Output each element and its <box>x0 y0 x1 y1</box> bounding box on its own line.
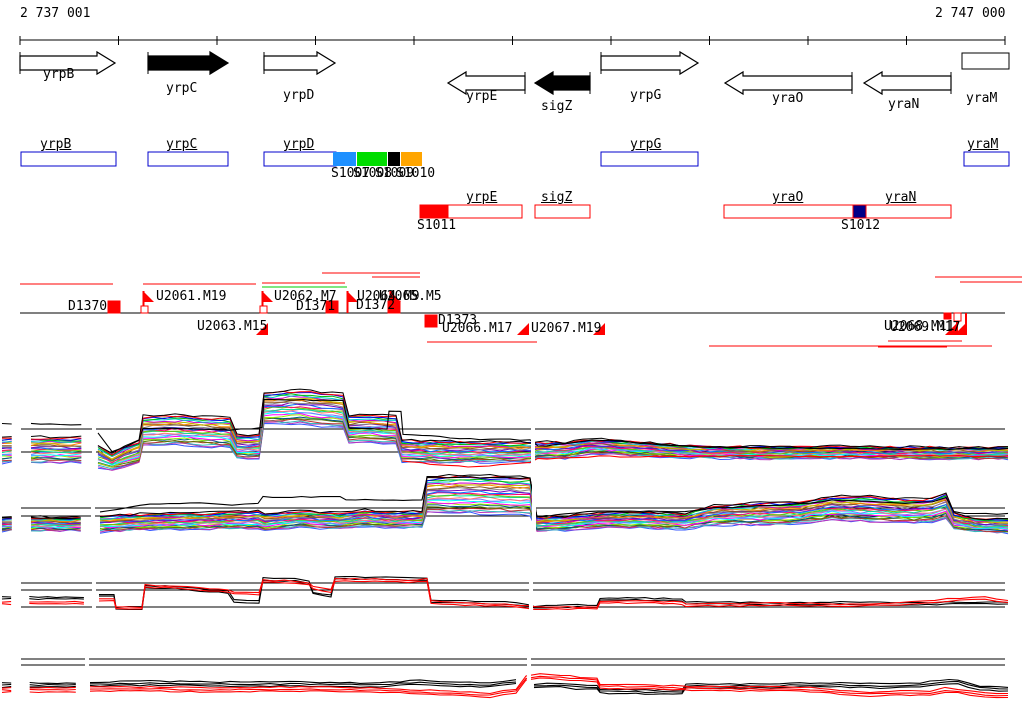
panel-break-gap <box>92 391 96 471</box>
expression-profile-line <box>1 678 1009 692</box>
expression-profile-line <box>1 388 1009 454</box>
panel-break-gap <box>529 573 533 623</box>
gene-box-yraM[interactable] <box>963 151 1010 167</box>
gene-box-yrpG[interactable] <box>600 151 699 167</box>
probe-flag-down-icon <box>593 323 605 335</box>
probe-track <box>20 272 1022 348</box>
probe-flag-up-icon <box>143 291 154 302</box>
probe-flag-down-icon <box>945 323 957 335</box>
gene-box-yrpB[interactable] <box>20 151 117 167</box>
expression-envelope-line <box>401 454 1009 468</box>
panel-all-conditions-rev <box>1 473 1009 544</box>
probe-marker-square <box>953 312 962 322</box>
segment-S1008[interactable] <box>357 152 387 166</box>
probe-marker-square <box>107 300 121 314</box>
segment-S1012[interactable] <box>852 204 867 219</box>
ruler-start-coordinate: 2 737 001 <box>20 6 91 21</box>
expression-profile-line <box>1 580 1009 611</box>
panel-break-gap <box>92 573 96 623</box>
gene-link-yrpe[interactable]: yrpE <box>466 190 498 205</box>
gene-link-yrao[interactable]: yraO <box>772 190 804 205</box>
expression-profile-line <box>1 577 1009 609</box>
probe-flag-down-icon <box>517 323 529 335</box>
gene-box-yraO-yraN[interactable] <box>723 204 952 219</box>
gene-box-yrpC[interactable] <box>147 151 229 167</box>
gene-arrow-yraM[interactable] <box>961 52 1010 70</box>
gene-box-yrpD[interactable] <box>263 151 337 167</box>
segment-S1007[interactable] <box>333 152 356 166</box>
gene-arrow-yrpC[interactable] <box>147 50 230 76</box>
ruler <box>19 36 1006 45</box>
gene-link-sigz[interactable]: sigZ <box>541 190 573 205</box>
gene-link-yrpg[interactable]: yrpG <box>630 137 662 152</box>
ruler-end-coordinate: 2 747 000 <box>935 6 1006 21</box>
expression-envelope-line <box>1 476 1009 520</box>
expression-profile-line <box>1 677 1009 699</box>
gene-arrow-yrpG[interactable] <box>600 50 700 76</box>
expression-envelope-line <box>1 398 1009 453</box>
red-box-track <box>419 204 952 219</box>
panel-break-gap <box>17 573 21 623</box>
panel-break-gap <box>91 473 95 544</box>
blue-box-track <box>20 151 1010 167</box>
probe-marker-square <box>325 300 339 314</box>
gene-link-yrpb[interactable]: yrpB <box>40 137 72 152</box>
probe-marker-square <box>943 312 952 320</box>
gene-link-yrpd[interactable]: yrpD <box>283 137 315 152</box>
gene-box-sigZ[interactable] <box>534 204 591 219</box>
probe-flag-up-icon <box>262 291 273 302</box>
gene-arrow-track <box>19 50 1010 96</box>
probe-base-square <box>140 305 149 314</box>
probe-flag-up-icon <box>390 291 401 302</box>
expression-profile-line <box>1 680 1009 694</box>
probe-marker-square <box>424 314 438 328</box>
panel-all-conditions-fwd <box>1 388 1009 471</box>
probe-base-square <box>259 305 268 314</box>
probe-flag-down-icon <box>954 323 966 335</box>
gene-arrow-yrpD[interactable] <box>263 50 337 76</box>
panel-break-gap <box>531 391 535 471</box>
panel-condition-pair-fwd <box>1 573 1009 623</box>
probe-marker-square <box>387 300 401 314</box>
panel-break-gap <box>17 473 21 544</box>
panel-condition-pair-rev <box>1 651 1009 701</box>
segment-S1010[interactable] <box>401 152 422 166</box>
probe-flag-up-icon <box>347 291 358 302</box>
gene-arrow-yraN[interactable] <box>862 70 952 96</box>
panel-break-gap <box>527 651 531 701</box>
gene-arrow-yraO[interactable] <box>723 70 853 96</box>
expression-profile-line <box>1 675 1009 697</box>
panel-break-gap <box>17 391 21 471</box>
panel-break-gap <box>85 651 89 701</box>
gene-arrow-yrpB[interactable] <box>19 50 117 76</box>
segment-S1009[interactable] <box>388 152 400 166</box>
expression-profile-line <box>1 682 1009 695</box>
probe-flag-down-icon <box>256 323 268 335</box>
gene-link-yram[interactable]: yraM <box>967 137 999 152</box>
gene-arrow-yrpE[interactable] <box>446 70 526 96</box>
gene-link-yran[interactable]: yraN <box>885 190 917 205</box>
expression-profile-line <box>1 576 1009 609</box>
segment-S1011[interactable] <box>419 204 449 219</box>
gene-link-yrpc[interactable]: yrpC <box>166 137 198 152</box>
panel-break-gap <box>17 651 21 701</box>
panel-break-gap <box>532 473 536 544</box>
expression-profile-line <box>1 673 1009 695</box>
gene-arrow-sigZ[interactable] <box>533 70 591 96</box>
